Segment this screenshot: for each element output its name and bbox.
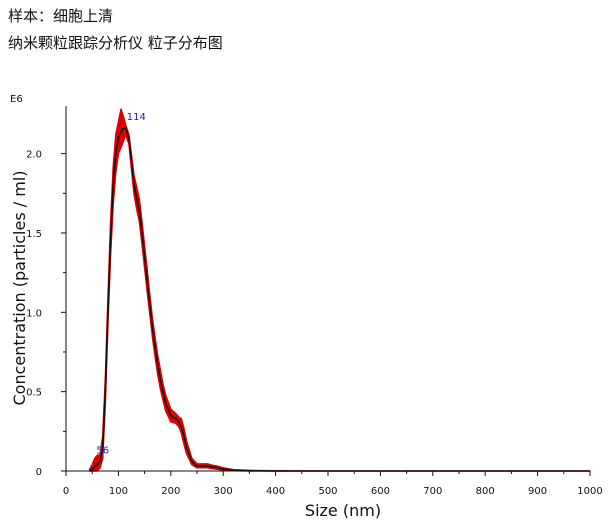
error-band-layer [88,108,591,472]
x-tick-label: 1000 [577,486,602,497]
x-tick-label: 500 [318,486,337,497]
y-multiplier-label: E6 [10,94,23,105]
x-tick-label: 900 [528,486,547,497]
chart-heading: 纳米颗粒跟踪分析仪 粒子分布图 [8,34,223,52]
y-axis-title: Concentration (particles / ml) [10,170,29,405]
peak-label: 114 [127,112,146,123]
mean-concentration-line [89,127,590,472]
peak-labels: 114 56 [96,112,145,456]
peak-label: 56 [96,445,109,456]
mean-line-layer [89,127,590,472]
x-tick-label: 200 [161,486,180,497]
x-tick-label: 0 [63,486,69,497]
x-axis-title: Size (nm) [305,501,381,520]
y-tick-label: 1.5 [26,229,42,240]
x-tick-label: 700 [423,486,442,497]
error-band [88,108,591,472]
sample-label: 样本：细胞上清 [8,7,114,25]
y-tick-label: 0 [36,467,42,478]
x-tick-label: 800 [476,486,495,497]
axes: 0 100 200 300 400 500 600 700 800 900 1000 0 0.5 1.0 1… [26,106,603,497]
y-tick-label: 1.0 [26,308,42,319]
x-tick-label: 300 [214,486,233,497]
y-tick-label: 2.0 [26,150,42,161]
y-tick-label: 0.5 [26,388,42,399]
x-tick-label: 600 [371,486,390,497]
x-tick-label: 100 [109,486,128,497]
x-tick-label: 400 [266,486,285,497]
